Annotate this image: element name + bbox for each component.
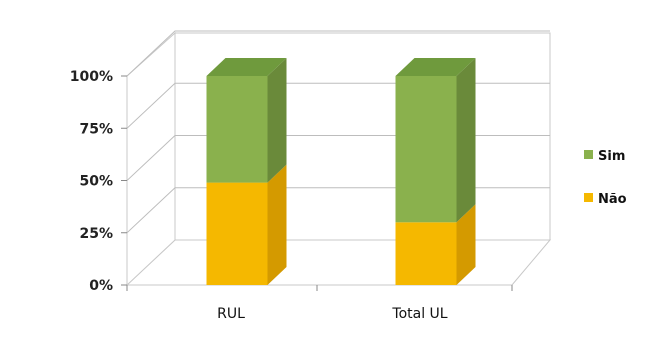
y-tick-label: 0% [89,278,113,294]
legend-label-nao: Não [598,192,627,207]
y-tick-label: 75% [79,121,113,137]
bar-rul-sim [206,76,268,183]
x-tick-label: Total UL [391,306,447,322]
bar-side-face [456,204,476,285]
y-axis-tick-labels: 0% 25% 50% 75% 100% [70,69,113,294]
bar-side-face [267,164,287,285]
bar-rul-nao [206,182,268,285]
y-tick-label: 100% [70,69,113,85]
bars [206,58,476,285]
x-tick-label: RUL [217,306,245,322]
bar-top-face [395,58,476,76]
gridline [126,30,550,77]
floor [125,239,552,286]
bar-total-ul-sim [395,76,457,223]
legend-label-sim: Sim [598,149,625,164]
legend-swatch-sim [584,150,593,159]
legend-swatch-nao [584,193,593,202]
x-axis-tick-labels: RUL Total UL [126,285,513,322]
bar-side-face [456,58,476,223]
side-wall [126,31,176,287]
y-tick-label: 50% [79,174,113,190]
bar-total-ul-nao [395,222,457,285]
bar-side-face [267,58,287,183]
legend: Sim Não [584,149,627,207]
bar-top-face [206,58,287,76]
y-tick-label: 25% [79,226,113,242]
